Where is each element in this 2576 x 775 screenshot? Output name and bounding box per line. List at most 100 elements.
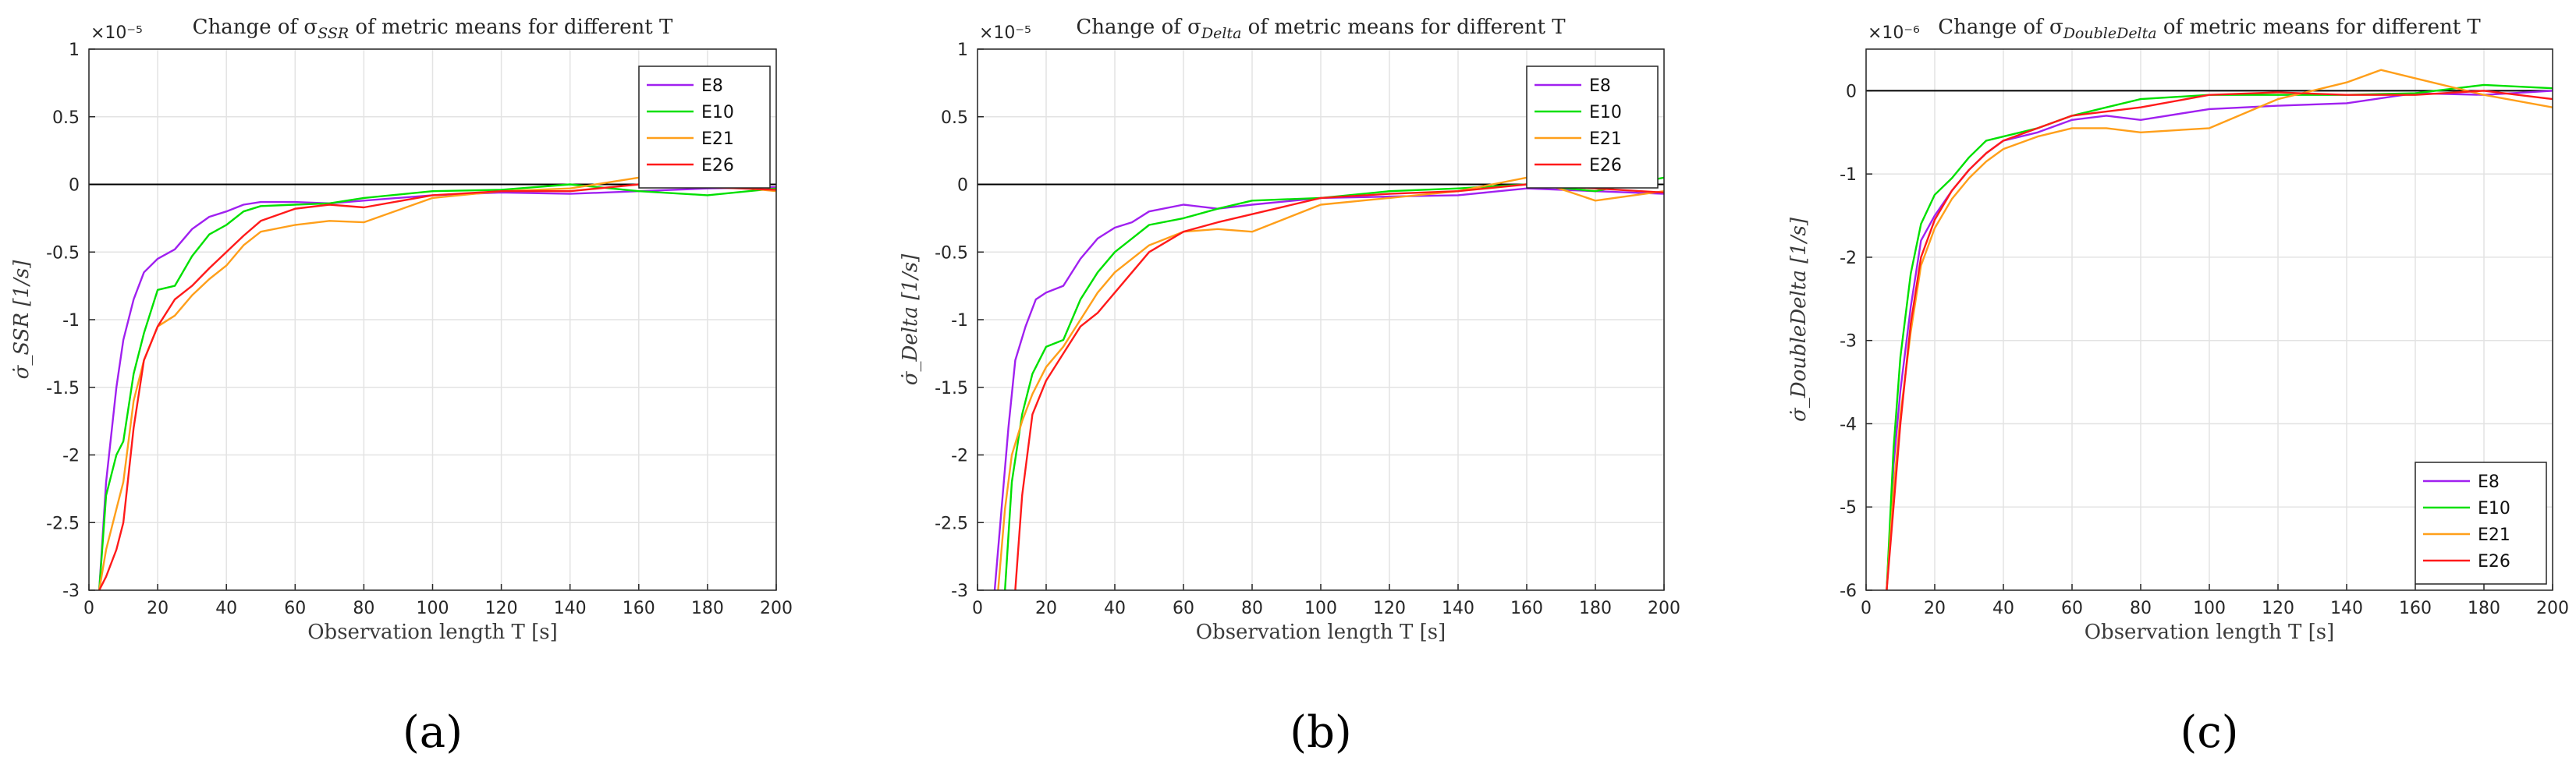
legend-label-e8: E8 (2478, 472, 2500, 492)
x-tick-label: 80 (2130, 599, 2152, 618)
x-tick-label: 160 (1510, 599, 1543, 618)
series-line-e21 (997, 176, 1664, 590)
series-line-e10 (1004, 176, 1664, 590)
y-tick-label: 0.5 (52, 108, 80, 128)
y-tick-label: -3 (1840, 332, 1857, 352)
y-tick-label: -1 (951, 311, 968, 331)
series-group (993, 176, 1664, 590)
x-tick-label: 140 (2330, 599, 2363, 618)
panel-label: (b) (1290, 707, 1352, 758)
x-axis-label: Observation length T [s] (307, 621, 558, 644)
y-exponent-label: ×10⁻⁶ (1868, 23, 1920, 43)
x-tick-label: 120 (485, 599, 518, 618)
panel-label: (c) (2180, 707, 2238, 758)
y-tick-label: -0.5 (46, 243, 80, 263)
x-tick-label: 140 (1442, 599, 1474, 618)
y-tick-label: 0 (69, 176, 80, 196)
chart-panel-2: 0 20 40 60 80 100 120 140 160 180 200 1 0.5 0 -0.5 -1 -1… (899, 16, 1680, 758)
x-tick-label: 180 (2468, 599, 2500, 618)
legend-label-e26: E26 (701, 156, 734, 175)
x-tick-label: 20 (147, 599, 169, 618)
y-tick-label: -4 (1840, 415, 1857, 434)
y-tick-label: -6 (1840, 582, 1857, 601)
legend-box (2415, 462, 2547, 585)
y-exponent-label: ×10⁻⁵ (979, 23, 1031, 43)
y-axis-label: σ̇_Delta [1/s] (899, 253, 922, 385)
x-tick-label: 0 (972, 599, 983, 618)
y-tick-label: -1.5 (935, 379, 968, 398)
x-tick-label: 40 (1992, 599, 2014, 618)
series-line-e26 (1886, 90, 2553, 590)
y-tick-label: -1 (62, 311, 80, 331)
legend-label-e21: E21 (2478, 526, 2510, 545)
y-tick-label: -2 (951, 447, 968, 466)
series-line-e8 (98, 186, 776, 590)
legend: E8 E10 E21 E26 (1526, 65, 1659, 189)
series-line-e26 (98, 183, 776, 590)
x-axis-label: Observation length T [s] (2085, 621, 2335, 644)
series-line-e21 (1886, 69, 2553, 590)
x-tick-label: 180 (1579, 599, 1612, 618)
legend-box (638, 65, 771, 189)
x-tick-label: 100 (2193, 599, 2226, 618)
series-line-e10 (98, 183, 776, 590)
x-tick-label: 80 (353, 599, 374, 618)
y-tick-label: -3 (951, 582, 968, 601)
legend-label-e21: E21 (1589, 129, 1622, 149)
x-tick-label: 0 (83, 599, 94, 618)
legend-label-e26: E26 (2478, 552, 2510, 572)
legend-box (1526, 65, 1659, 189)
x-tick-label: 60 (1173, 599, 1194, 618)
y-tick-label: 1 (957, 41, 968, 60)
x-tick-label: 200 (2536, 599, 2569, 618)
chart-panel-1: 0 20 40 60 80 100 120 140 160 180 200 1 0.5 0 -0.5 -1 -1… (10, 16, 793, 758)
y-tick-label: -2 (1840, 249, 1857, 268)
x-tick-label: 20 (1035, 599, 1057, 618)
x-tick-label: 180 (691, 599, 724, 618)
x-tick-label: 160 (623, 599, 655, 618)
x-tick-label: 160 (2399, 599, 2432, 618)
x-axis-label: Observation length T [s] (1196, 621, 1446, 644)
y-tick-label: -5 (1840, 498, 1857, 518)
x-tick-label: 200 (760, 599, 793, 618)
x-tick-label: 40 (1104, 599, 1126, 618)
x-tick-label: 60 (284, 599, 306, 618)
y-exponent-label: ×10⁻⁵ (90, 23, 143, 43)
legend-label-e8: E8 (701, 76, 723, 96)
series-line-e8 (993, 187, 1664, 590)
series-group (1886, 69, 2553, 590)
legend-label-e21: E21 (701, 129, 734, 149)
series-line-e8 (1886, 90, 2553, 590)
chart-title: Change of σDelta of metric means for dif… (1076, 16, 1566, 42)
y-tick-label: 0 (1846, 82, 1857, 101)
y-tick-label: -2.5 (935, 514, 968, 533)
chart-panel-3: 0 20 40 60 80 100 120 140 160 180 200 0 -1 -2 -3 -4 -5 -6… (1787, 16, 2569, 758)
axes-frame (1865, 48, 2553, 591)
legend-label-e8: E8 (1589, 76, 1611, 96)
x-tick-label: 120 (1373, 599, 1406, 618)
y-tick-label: 0 (957, 176, 968, 196)
legend-label-e10: E10 (1589, 103, 1622, 122)
legend-label-e10: E10 (701, 103, 734, 122)
series-line-e21 (98, 176, 776, 590)
y-tick-label: -1 (1840, 165, 1857, 185)
x-tick-label: 100 (1304, 599, 1337, 618)
y-tick-label: -0.5 (935, 243, 968, 263)
x-tick-label: 100 (417, 599, 449, 618)
legend: E8 E10 E21 E26 (2415, 462, 2547, 585)
panel-label: (a) (403, 707, 463, 758)
y-tick-label: -3 (62, 582, 80, 601)
x-tick-label: 60 (2061, 599, 2083, 618)
y-tick-label: 1 (69, 41, 80, 60)
chart-title: Change of σDoubleDelta of metric means f… (1938, 16, 2481, 42)
legend: E8 E10 E21 E26 (638, 65, 771, 189)
chart-title: Change of σSSR of metric means for diffe… (193, 16, 673, 42)
x-tick-label: 80 (1241, 599, 1263, 618)
y-axis-label: σ̇_DoubleDelta [1/s] (1787, 217, 1811, 422)
y-tick-label: -2.5 (46, 514, 80, 533)
series-line-e26 (1014, 183, 1664, 590)
y-tick-label: -1.5 (46, 379, 80, 398)
axes-frame (88, 48, 777, 591)
x-tick-label: 200 (1648, 599, 1680, 618)
